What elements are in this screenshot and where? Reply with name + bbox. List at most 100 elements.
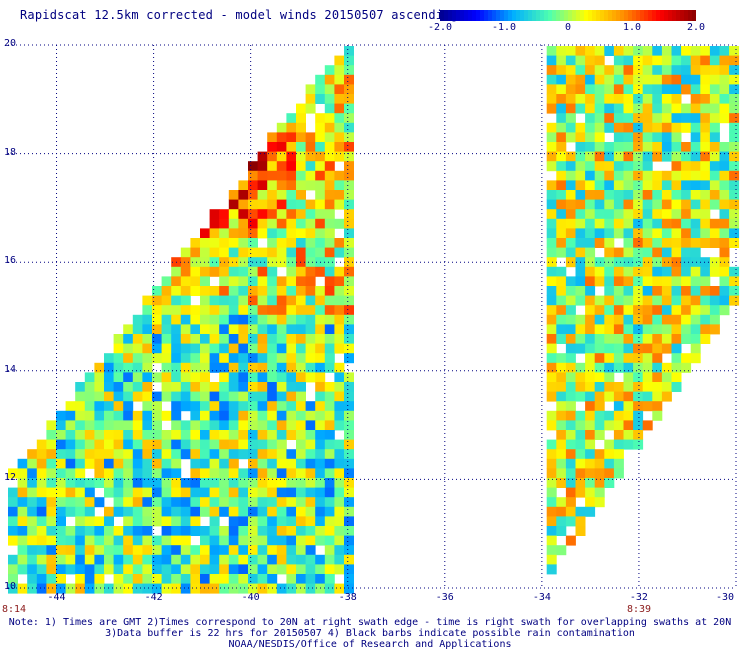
wind-cell <box>585 468 596 479</box>
wind-cell <box>27 497 38 508</box>
wind-cell <box>132 391 143 402</box>
wind-cell <box>585 103 596 114</box>
wind-cell <box>604 314 615 325</box>
wind-cell <box>161 506 172 517</box>
wind-cell <box>219 228 230 239</box>
wind-cell <box>334 314 345 325</box>
wind-cell <box>276 314 287 325</box>
colorbar-segment <box>500 10 505 21</box>
wind-cell <box>104 564 114 575</box>
wind-cell <box>594 151 605 162</box>
wind-cell <box>228 526 239 536</box>
wind-cell <box>652 314 663 325</box>
wind-cell <box>613 113 624 124</box>
wind-cell <box>200 276 210 287</box>
wind-cell <box>344 180 354 191</box>
wind-cell <box>17 468 28 479</box>
wind-cell <box>238 228 249 239</box>
wind-cell <box>248 343 258 354</box>
wind-cell <box>652 391 663 402</box>
wind-cell <box>585 449 596 460</box>
wind-cell <box>296 545 306 556</box>
wind-cell <box>190 506 201 517</box>
wind-cell <box>65 439 76 450</box>
wind-cell <box>190 468 201 479</box>
wind-cell <box>267 468 278 479</box>
wind-cell <box>104 401 114 412</box>
wind-cell <box>152 554 162 565</box>
wind-cell <box>75 487 86 498</box>
wind-cell <box>633 334 644 344</box>
wind-cell <box>565 94 576 104</box>
wind-cell <box>305 526 316 536</box>
wind-cell <box>315 439 326 450</box>
wind-cell <box>267 506 278 517</box>
wind-cell <box>248 449 258 460</box>
wind-cell <box>296 295 306 306</box>
wind-cell <box>671 286 682 296</box>
wind-cell <box>36 554 47 565</box>
wind-cell <box>27 506 38 517</box>
wind-cell <box>56 506 66 517</box>
wind-cell <box>219 506 230 517</box>
wind-cell <box>190 410 201 421</box>
wind-cell <box>257 430 268 440</box>
wind-cell <box>257 478 268 488</box>
wind-cell <box>546 439 557 450</box>
wind-cell <box>180 305 191 316</box>
wind-cell <box>161 362 172 373</box>
wind-cell <box>642 247 653 258</box>
wind-cell <box>113 535 124 546</box>
wind-cell <box>171 478 182 488</box>
wind-cell <box>623 65 634 76</box>
wind-cell <box>652 286 663 296</box>
wind-cell <box>604 103 615 114</box>
wind-cell <box>546 65 557 76</box>
wind-cell <box>161 535 172 546</box>
wind-cell <box>209 497 220 508</box>
wind-cell <box>94 420 105 431</box>
wind-cell <box>248 391 258 402</box>
wind-cell <box>633 410 644 421</box>
wind-cell <box>75 468 86 479</box>
wind-cell <box>200 324 210 335</box>
wind-cell <box>113 343 124 354</box>
wind-cell <box>613 94 624 104</box>
wind-cell <box>671 372 682 383</box>
wind-cell <box>267 353 278 364</box>
wind-cell <box>623 113 634 124</box>
wind-cell <box>286 218 297 229</box>
wind-cell <box>623 142 634 152</box>
wind-cell <box>671 46 682 56</box>
wind-cell <box>180 324 191 335</box>
wind-cell <box>171 410 182 421</box>
wind-cell <box>276 199 287 210</box>
wind-cell <box>344 410 354 421</box>
wind-cell <box>305 468 316 479</box>
wind-cell <box>190 439 201 450</box>
wind-cell <box>613 142 624 152</box>
wind-cell <box>729 180 740 191</box>
wind-cell <box>171 564 182 575</box>
wind-cell <box>180 295 191 306</box>
wind-cell <box>142 391 153 402</box>
colorbar-segment <box>636 10 641 21</box>
wind-cell <box>585 362 596 373</box>
wind-cell <box>613 449 624 460</box>
colorbar-segment <box>648 10 653 21</box>
wind-cell <box>315 286 326 296</box>
wind-cell <box>324 401 335 412</box>
colorbar-segment <box>476 10 481 21</box>
wind-cell <box>585 324 596 335</box>
wind-cell <box>46 420 57 431</box>
wind-cell <box>729 199 740 210</box>
wind-cell <box>604 478 615 488</box>
wind-cell <box>132 362 143 373</box>
wind-cell <box>152 535 162 546</box>
wind-cell <box>84 535 95 546</box>
wind-cell <box>305 324 316 335</box>
wind-cell <box>546 161 557 172</box>
colorbar-segment <box>664 10 669 21</box>
wind-cell <box>556 180 567 191</box>
wind-cell <box>27 526 38 536</box>
